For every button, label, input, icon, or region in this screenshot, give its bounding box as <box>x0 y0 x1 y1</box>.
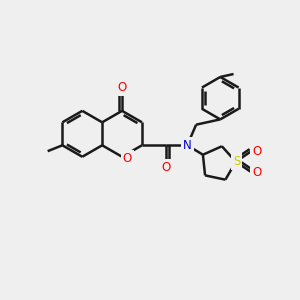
Text: O: O <box>252 166 262 178</box>
Text: N: N <box>183 139 192 152</box>
Text: S: S <box>233 155 240 168</box>
Text: O: O <box>117 81 127 94</box>
Text: O: O <box>161 161 171 174</box>
Text: O: O <box>123 152 132 165</box>
Text: O: O <box>252 145 262 158</box>
